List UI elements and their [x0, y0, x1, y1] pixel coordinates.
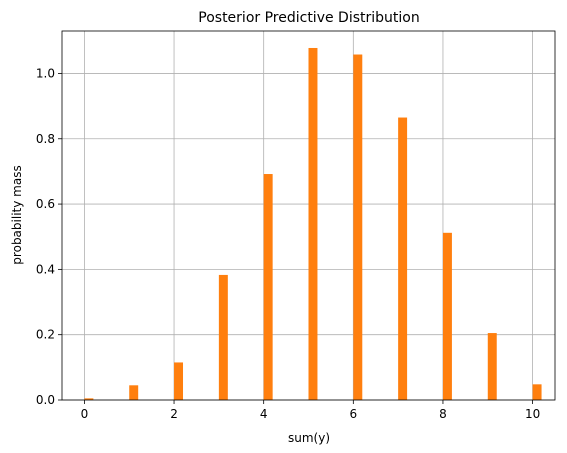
x-tick-label-1: 2 [170, 407, 178, 421]
x-tick-label-3: 6 [349, 407, 357, 421]
y-tick-label-1: 0.2 [36, 328, 55, 342]
y-tick-label-2: 0.4 [36, 262, 55, 276]
chart-title: Posterior Predictive Distribution [198, 10, 419, 26]
x-tick-label-2: 4 [260, 407, 268, 421]
bar-6 [353, 54, 363, 400]
axes-frame [61, 30, 556, 401]
bar-0 [84, 398, 94, 400]
y-tick-label-0: 0.0 [36, 393, 55, 407]
y-tick-label-4: 0.8 [36, 132, 55, 146]
bar-10 [532, 384, 542, 400]
bar-8 [442, 232, 452, 400]
bar-1 [129, 385, 139, 400]
y-axis-label: probability mass [10, 165, 24, 264]
bars-layer [84, 47, 542, 400]
bar-2 [174, 362, 184, 400]
y-tick-label-5: 1.0 [36, 66, 55, 80]
ticks-layer: 0 2 4 6 8 10 0.0 0.2 0.4 0.6 0.8 1.0 [36, 66, 540, 421]
y-tick-label-3: 0.6 [36, 197, 55, 211]
bar-9 [487, 333, 497, 400]
axes-layer [61, 30, 556, 401]
bar-3 [218, 274, 228, 400]
bar-4 [263, 174, 273, 400]
bar-5 [308, 47, 318, 400]
x-tick-label-0: 0 [81, 407, 89, 421]
x-tick-label-5: 10 [525, 407, 540, 421]
x-axis-label: sum(y) [288, 431, 330, 445]
x-tick-label-4: 8 [439, 407, 447, 421]
bar-7 [398, 117, 408, 400]
